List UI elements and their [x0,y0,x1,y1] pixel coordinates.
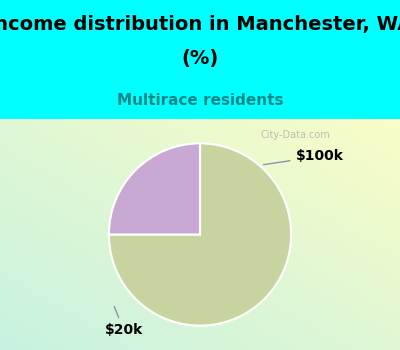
Text: $20k: $20k [104,307,143,337]
Wedge shape [109,144,291,326]
Text: $100k: $100k [264,149,343,164]
Text: (%): (%) [181,49,219,68]
Text: City-Data.com: City-Data.com [261,130,330,140]
Wedge shape [109,144,200,235]
Text: Multirace residents: Multirace residents [117,93,283,108]
Text: Income distribution in Manchester, WA: Income distribution in Manchester, WA [0,15,400,34]
